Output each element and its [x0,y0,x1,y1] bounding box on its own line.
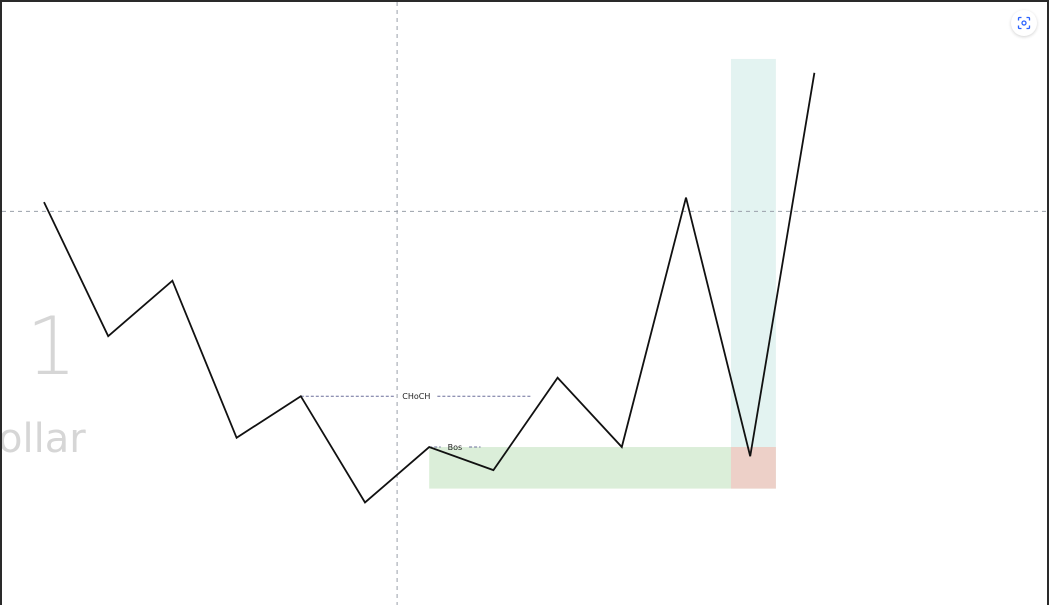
demand-zone [429,447,776,489]
camera-icon [1017,16,1031,30]
profit-zone [730,58,776,448]
watermark-word: ollar [0,416,86,462]
loss-zone [730,447,776,489]
annotation-label: Bos [448,443,463,452]
price-line [43,72,816,504]
annotation-label: CHoCH [402,392,430,401]
screenshot-button[interactable] [1011,10,1037,36]
watermark-number: 1 [26,300,77,393]
annotation-choch: CHoCH [300,392,532,401]
